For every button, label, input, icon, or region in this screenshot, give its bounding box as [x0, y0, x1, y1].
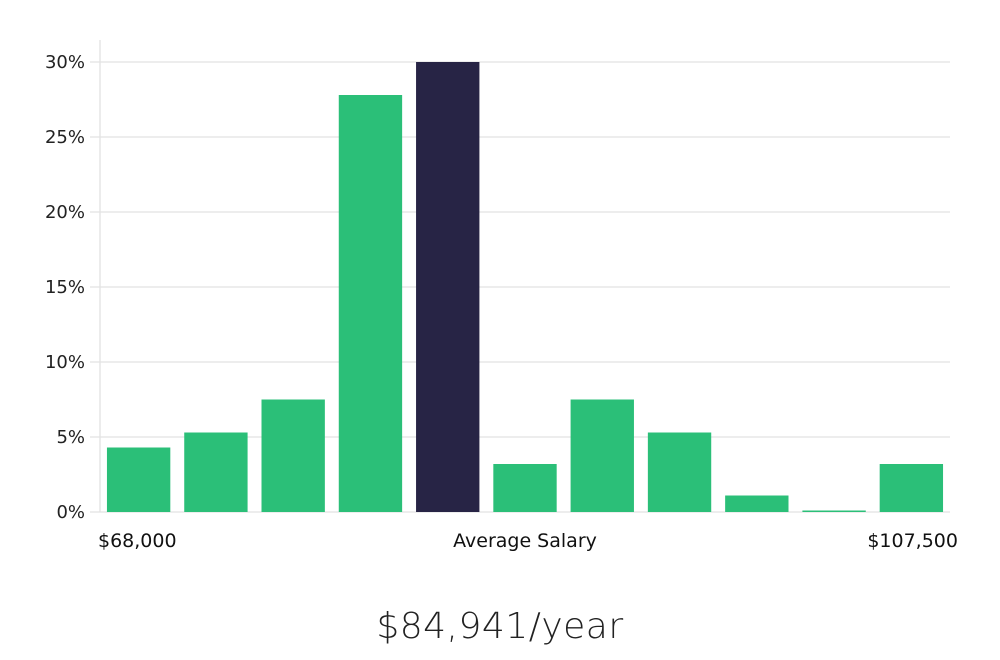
y-tick-label: 10% [45, 352, 85, 373]
x-axis-labels: $68,000 Average Salary $107,500 [98, 530, 958, 552]
bar-average-salary [416, 62, 480, 512]
y-tick-label: 30% [45, 52, 85, 73]
bars [106, 62, 944, 512]
x-label-max: $107,500 [867, 530, 958, 552]
bar [802, 510, 866, 512]
bar [338, 95, 403, 512]
x-label-average: Average Salary [453, 530, 597, 552]
bar [184, 432, 248, 512]
bar [493, 464, 557, 512]
bar [570, 399, 634, 512]
y-axis-ticks: 0% 5% 10% 15% 20% 25% 30% [45, 52, 85, 523]
y-tick-label: 20% [45, 202, 85, 223]
average-salary-value: $84,941/year [376, 606, 624, 647]
y-tick-label: 25% [45, 127, 85, 148]
y-tick-label: 5% [56, 427, 85, 448]
bar [725, 495, 789, 512]
chart-svg: 0% 5% 10% 15% 20% 25% 30% $68,000 Average Sala… [45, 40, 958, 552]
x-label-min: $68,000 [98, 530, 177, 552]
y-tick-label: 15% [45, 277, 85, 298]
y-tick-label: 0% [56, 502, 85, 523]
bar [879, 464, 944, 512]
bar [106, 447, 171, 512]
bar [647, 432, 712, 512]
bar [261, 399, 325, 512]
